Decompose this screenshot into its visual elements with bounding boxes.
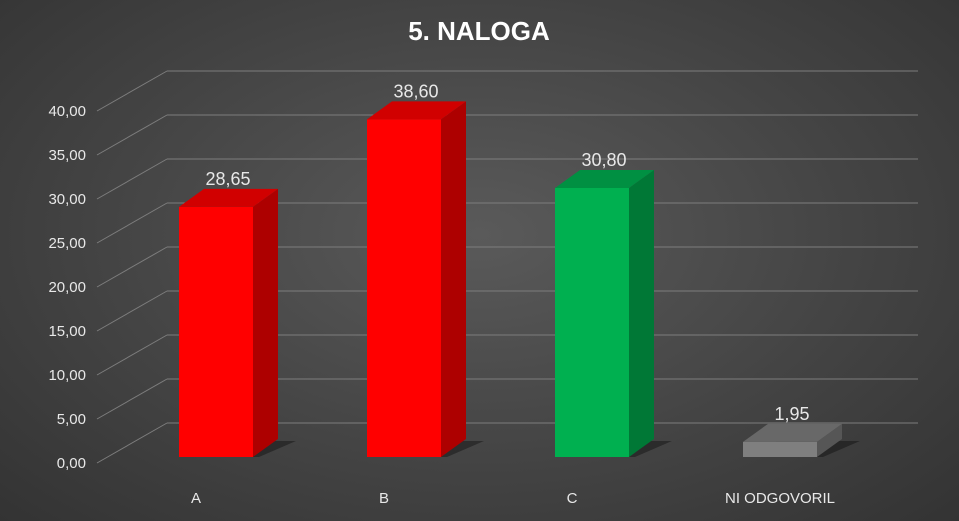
chart-title: 5. NALOGA — [408, 16, 550, 46]
x-tick-label: C — [567, 490, 578, 507]
y-tick-label: 5,00 — [57, 411, 86, 428]
gridlines — [96, 70, 918, 464]
gridline-diagonal — [96, 202, 168, 244]
y-axis-ticks: 0,00 5,00 10,00 15,00 20,00 25,00 30,00 35,00 40… — [48, 103, 86, 472]
gridline-diagonal — [96, 70, 168, 112]
gridline-diagonal — [96, 246, 168, 288]
bars: 28,65 38,60 30,80 1,95 — [179, 81, 860, 457]
y-tick-label: 40,00 — [48, 103, 86, 120]
gridline-diagonal — [96, 114, 168, 156]
y-tick-label: 35,00 — [48, 147, 86, 164]
x-tick-label: NI ODGOVORIL — [725, 490, 835, 507]
data-label: 1,95 — [774, 404, 809, 424]
bar-side-face — [629, 169, 654, 457]
x-axis-ticks: A B C NI ODGOVORIL — [191, 490, 835, 507]
x-tick-label: A — [191, 490, 201, 507]
gridline-diagonal — [96, 158, 168, 200]
y-tick-label: 30,00 — [48, 191, 86, 208]
y-tick-label: 15,00 — [48, 323, 86, 340]
bar-4 — [743, 423, 860, 457]
bar-1 — [179, 188, 296, 457]
bar-side-face — [817, 423, 842, 457]
gridline-diagonal — [96, 422, 168, 464]
y-tick-label: 25,00 — [48, 235, 86, 252]
bar-top-face — [743, 423, 842, 442]
bar-front-face — [179, 206, 253, 457]
data-label: 38,60 — [393, 81, 438, 101]
data-label: 30,80 — [581, 150, 626, 170]
y-tick-label: 10,00 — [48, 367, 86, 384]
bar-front-face — [743, 441, 817, 457]
data-label: 28,65 — [205, 169, 250, 189]
bar-side-face — [253, 188, 278, 457]
bar-top-face — [367, 101, 466, 120]
bar-side-face — [441, 101, 466, 457]
y-tick-label: 0,00 — [57, 455, 86, 472]
gridline-diagonal — [96, 334, 168, 376]
gridline-diagonal — [96, 378, 168, 420]
bar-front-face — [367, 119, 441, 457]
bar-top-face — [555, 169, 654, 188]
bar-3 — [555, 169, 672, 457]
bar-top-face — [179, 188, 278, 207]
bar-2 — [367, 101, 484, 457]
y-tick-label: 20,00 — [48, 279, 86, 296]
gridline-diagonal — [96, 290, 168, 332]
bar-front-face — [555, 187, 629, 457]
x-tick-label: B — [379, 490, 389, 507]
